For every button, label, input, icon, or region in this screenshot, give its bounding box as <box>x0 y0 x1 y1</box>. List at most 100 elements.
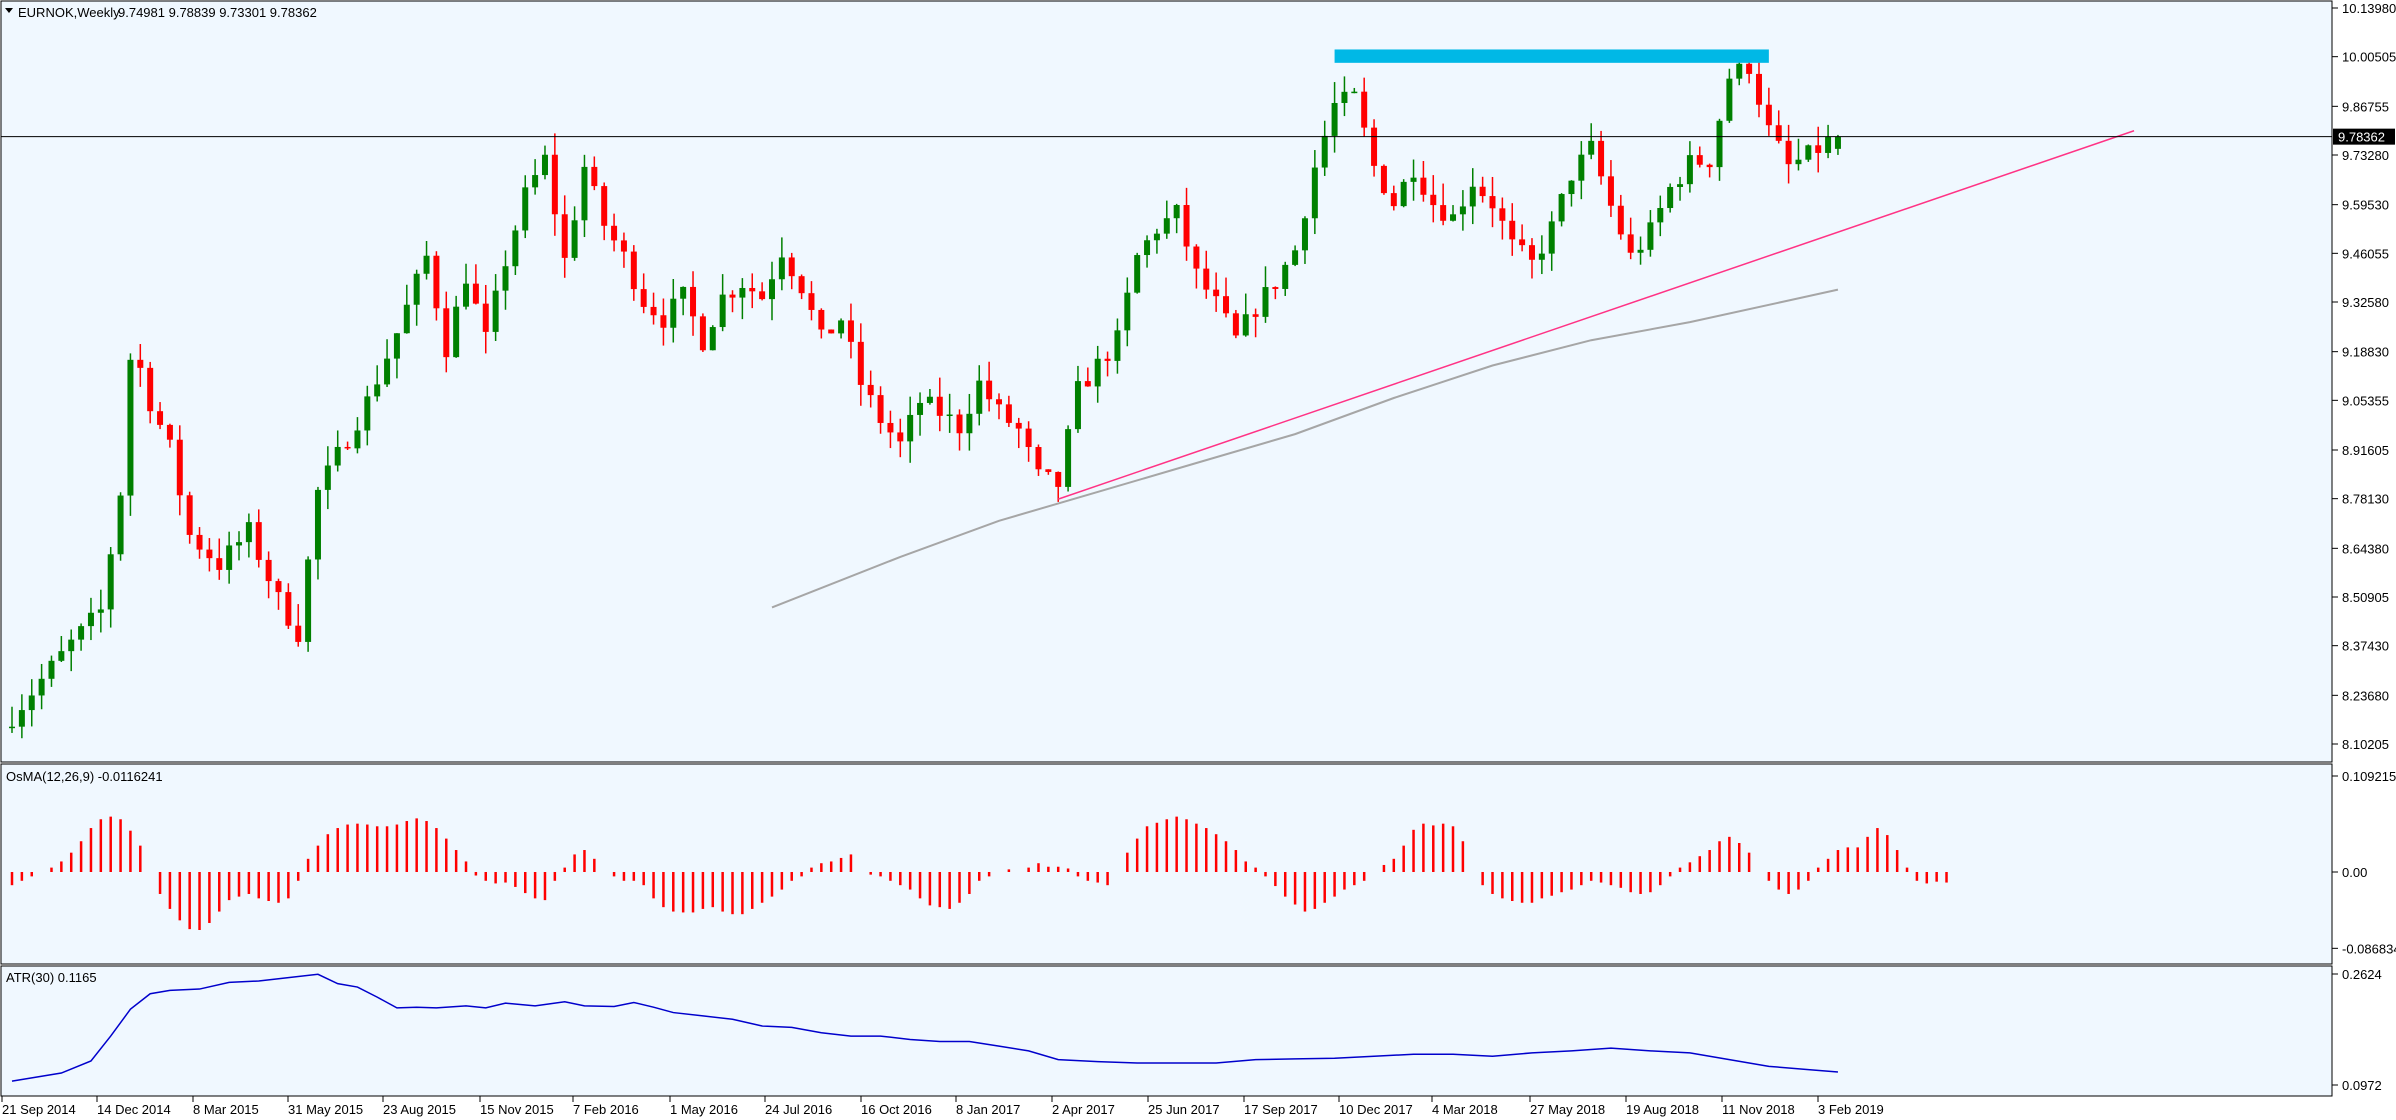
x-tick-label: 4 Mar 2018 <box>1432 1102 1498 1117</box>
candle <box>1450 205 1457 222</box>
candle <box>1153 228 1160 254</box>
candle <box>690 271 697 336</box>
candle <box>611 213 618 252</box>
candle <box>680 286 687 316</box>
candle <box>87 597 94 641</box>
x-tick-label: 19 Aug 2018 <box>1626 1102 1699 1117</box>
atr-series-line <box>11 973 1839 1082</box>
candle <box>768 261 775 321</box>
atr-line <box>11 973 1839 1082</box>
y-tick-label: 10.13980 <box>2342 1 2396 16</box>
candle <box>1420 161 1427 202</box>
atr-label: ATR(30) 0.1165 <box>6 970 97 985</box>
y-tick-label: 8.64380 <box>2342 541 2389 556</box>
x-tick-label: 15 Nov 2015 <box>480 1102 554 1117</box>
candle <box>759 282 766 301</box>
x-tick-label: 8 Mar 2015 <box>193 1102 259 1117</box>
candle <box>147 361 154 424</box>
candle <box>551 133 558 236</box>
candle <box>1696 146 1703 168</box>
candle <box>986 361 993 412</box>
candle <box>1469 168 1476 225</box>
candle <box>798 274 805 300</box>
candle <box>226 531 233 584</box>
x-tick-label: 1 May 2016 <box>670 1102 738 1117</box>
candle <box>1025 421 1032 462</box>
candle <box>719 274 726 332</box>
y-tick-label: 9.18830 <box>2342 345 2389 360</box>
candle <box>778 237 785 291</box>
y-tick-label: 8.10205 <box>2342 737 2389 752</box>
osma-tick-label: 0.00 <box>2342 865 2367 880</box>
candle <box>18 694 25 739</box>
candle <box>305 556 312 652</box>
candle <box>285 583 292 629</box>
candle <box>1509 203 1516 256</box>
x-axis: 21 Sep 2014 14 Dec 2014 8 Mar 2015 31 May 2… <box>1 1096 1884 1117</box>
candle <box>1144 235 1151 268</box>
candle <box>541 145 548 180</box>
candle <box>571 206 578 261</box>
atr-panel-bg <box>0 965 2333 1097</box>
candle <box>443 291 450 373</box>
x-tick-label: 8 Jan 2017 <box>956 1102 1020 1117</box>
candle <box>1045 469 1052 475</box>
candle <box>1272 286 1279 300</box>
current-price-label: 9.78362 <box>2338 130 2385 145</box>
y-tick-label: 9.59530 <box>2342 198 2389 213</box>
candle <box>1538 235 1545 275</box>
candle <box>1252 308 1259 338</box>
candle <box>472 264 479 305</box>
candle <box>1361 77 1368 137</box>
candle <box>1124 277 1131 347</box>
y-axis-osma: 0.1092153 0.00 -0.0868344 <box>2332 769 2396 956</box>
support-trendline[interactable] <box>1057 130 2135 500</box>
candle <box>354 417 361 454</box>
candle <box>729 290 736 313</box>
candle <box>1578 141 1585 200</box>
candle <box>384 339 391 387</box>
candle <box>68 629 75 672</box>
osma-tick-label: 0.1092153 <box>2342 769 2396 784</box>
candle <box>1232 309 1239 339</box>
candle <box>1301 216 1308 264</box>
candle <box>1706 163 1713 178</box>
candle <box>1311 150 1318 235</box>
candle <box>976 365 983 426</box>
candle <box>374 365 381 402</box>
candle <box>650 292 657 325</box>
candle <box>640 273 647 314</box>
candle <box>1598 130 1605 185</box>
candle <box>1627 217 1634 260</box>
x-tick-label: 27 May 2018 <box>1530 1102 1605 1117</box>
symbol-dropdown-icon[interactable] <box>5 8 13 13</box>
candle <box>620 232 627 268</box>
y-tick-label: 9.05355 <box>2342 393 2389 408</box>
y-tick-label: 9.32580 <box>2342 295 2389 310</box>
candle <box>1430 175 1437 223</box>
candle <box>1114 318 1121 374</box>
candle <box>1410 159 1417 201</box>
candle <box>522 175 529 239</box>
x-tick-label: 11 Nov 2018 <box>1722 1102 1795 1117</box>
x-tick-label: 10 Dec 2017 <box>1339 1102 1413 1117</box>
x-tick-label: 23 Aug 2015 <box>383 1102 456 1117</box>
candle <box>334 430 341 472</box>
candle <box>907 396 914 463</box>
candle <box>58 636 65 662</box>
ohlc-values: 9.74981 9.78839 9.73301 9.78362 <box>118 5 317 20</box>
candle <box>423 241 430 280</box>
candle <box>1489 176 1496 228</box>
candle <box>236 531 243 561</box>
candle <box>1755 60 1762 118</box>
candle <box>1588 123 1595 160</box>
candle <box>413 269 420 326</box>
x-tick-label: 21 Sep 2014 <box>2 1102 76 1117</box>
resistance-zone[interactable] <box>1334 49 1769 63</box>
candle <box>1716 118 1723 181</box>
candle <box>453 295 460 358</box>
candle <box>1637 236 1644 265</box>
y-tick-label: 8.91605 <box>2342 443 2389 458</box>
candle <box>275 578 282 610</box>
